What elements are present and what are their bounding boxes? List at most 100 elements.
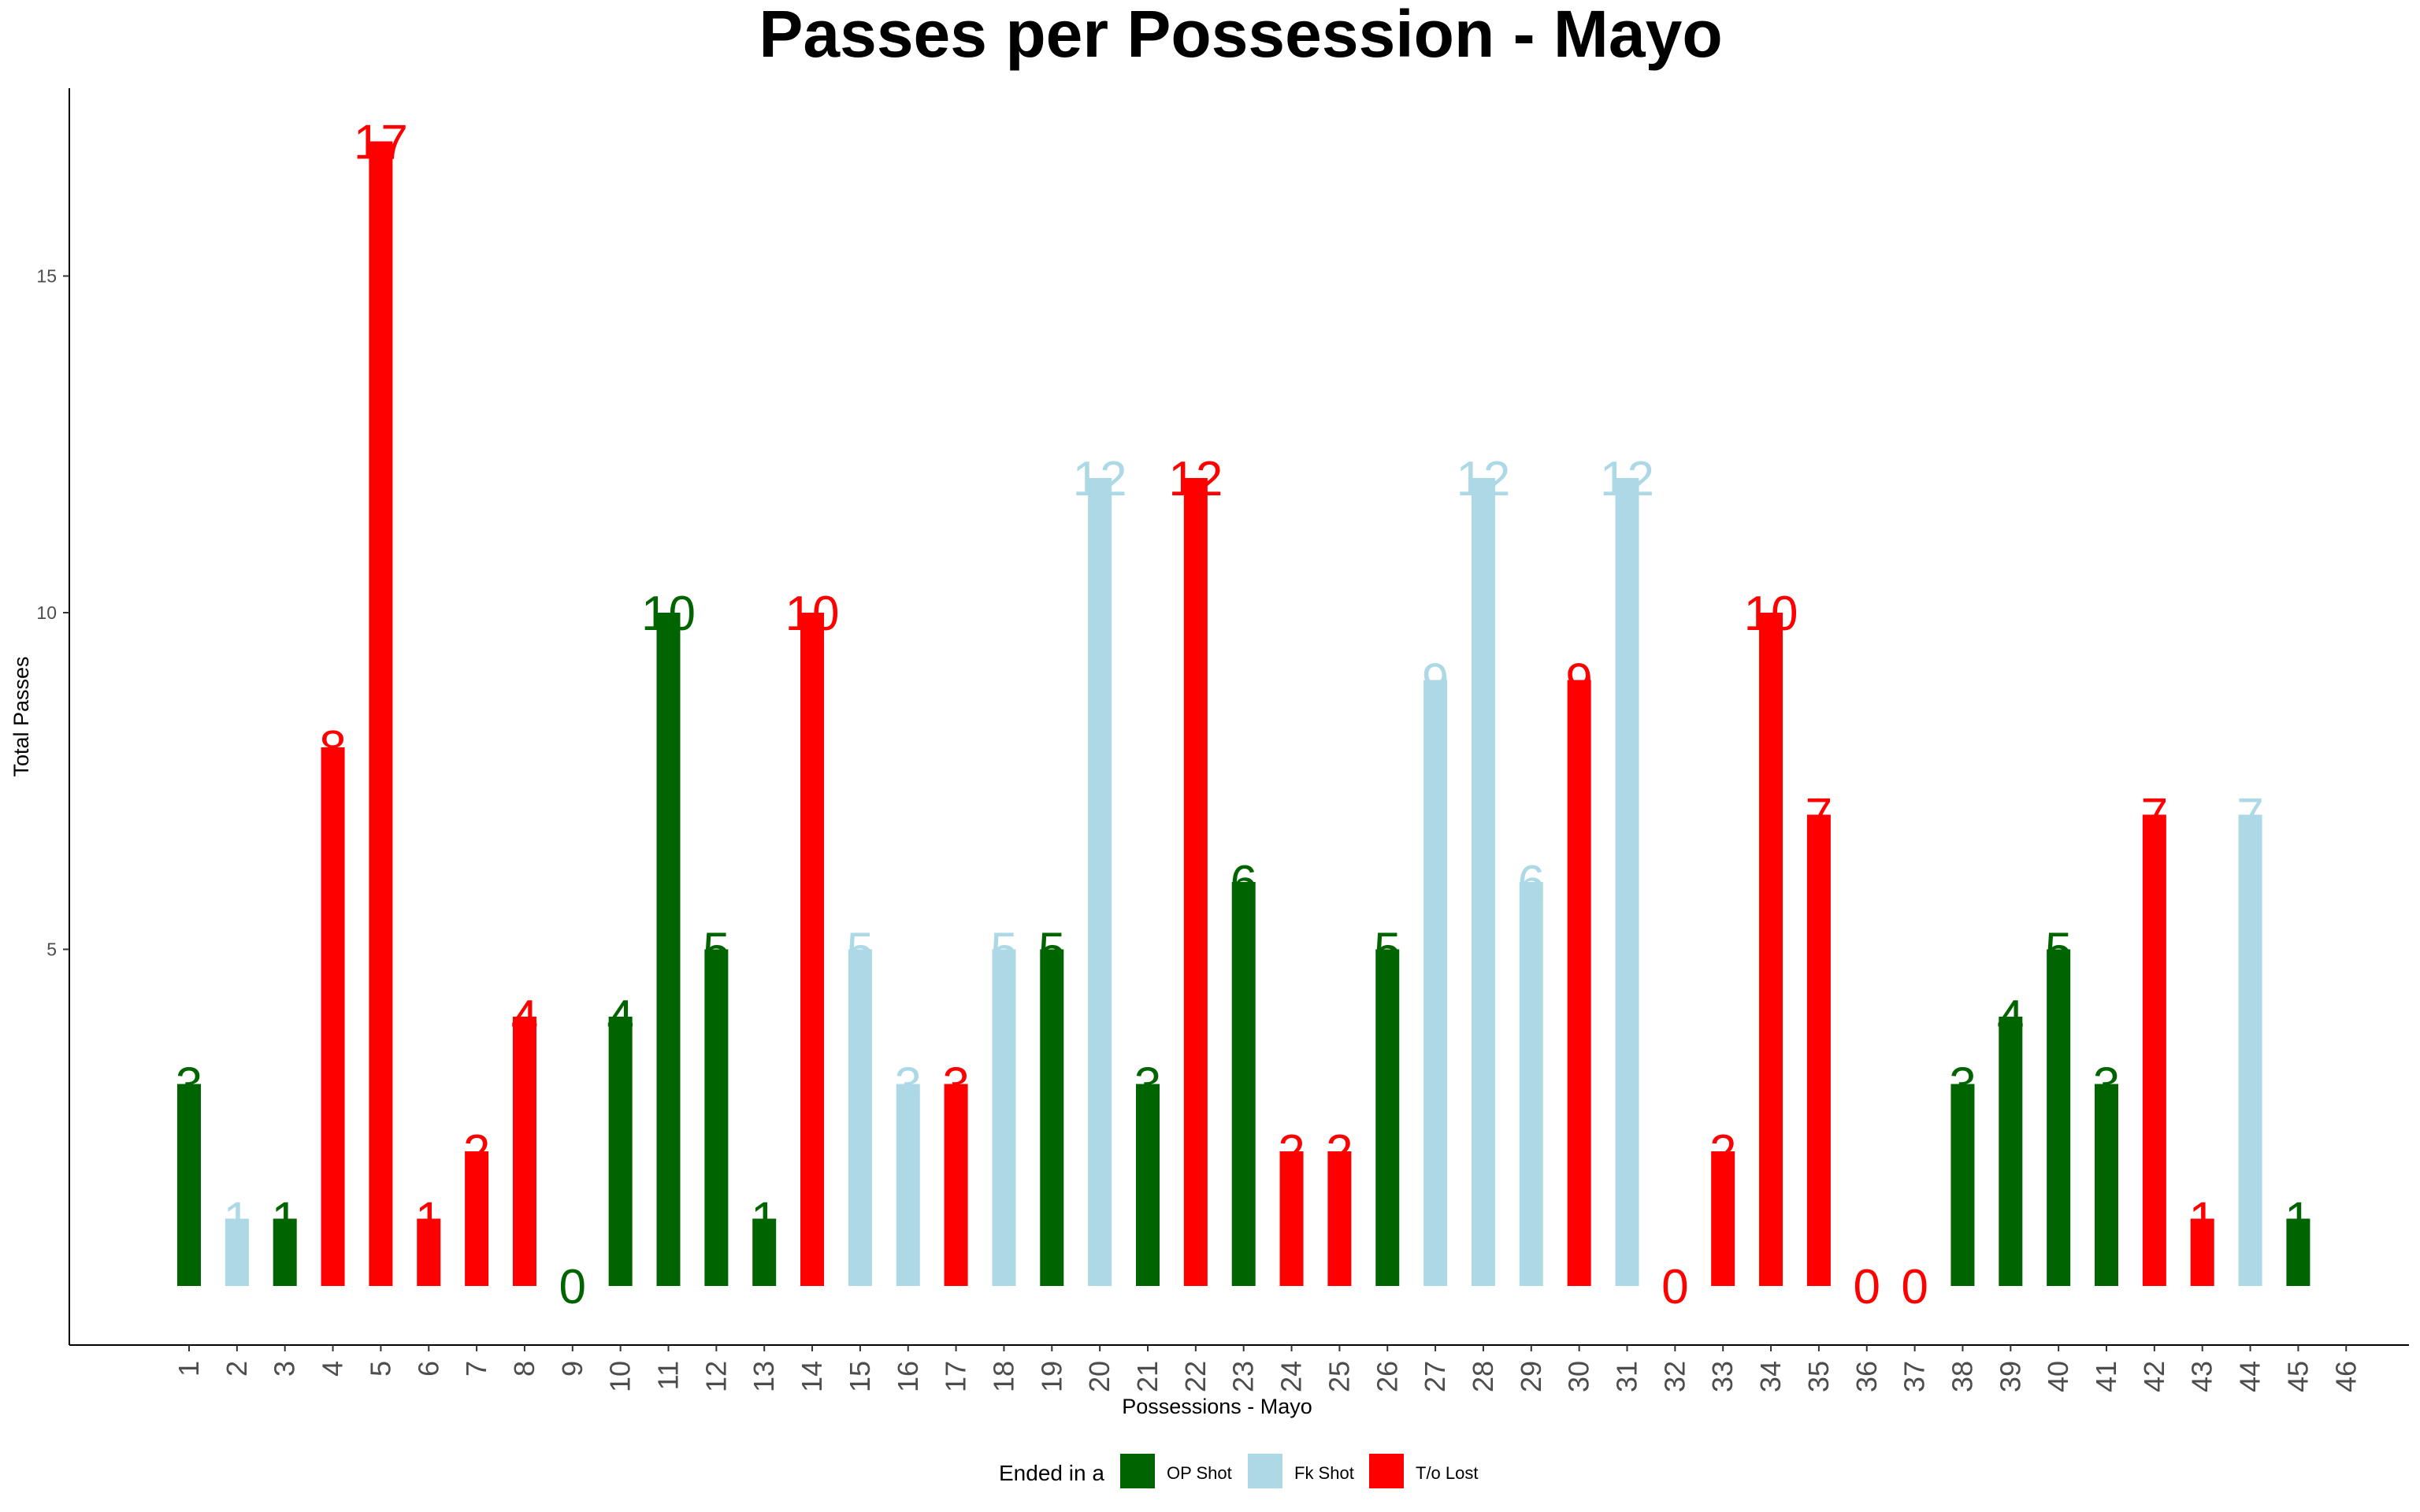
bar [512, 1017, 536, 1286]
x-tick-label: 41 [2090, 1361, 2122, 1392]
x-tick-label: 9 [556, 1361, 588, 1377]
data-label: 5 [703, 924, 729, 978]
data-label: 1 [2285, 1193, 2311, 1247]
x-tick-label: 5 [364, 1361, 396, 1377]
bar [1519, 882, 1543, 1286]
x-tick-label: 14 [796, 1361, 828, 1392]
chart-title: Passes per Possession - Mayo [759, 0, 1722, 71]
data-label: 7 [1806, 789, 1832, 843]
bar [369, 141, 393, 1286]
data-label: 2 [1278, 1125, 1305, 1180]
x-tick-label: 16 [892, 1361, 924, 1392]
x-tick-label: 1 [173, 1361, 205, 1377]
x-tick-label: 4 [317, 1361, 349, 1377]
data-label: 3 [1949, 1058, 1976, 1113]
y-tick-label: 10 [36, 602, 57, 623]
x-tick-label: 17 [940, 1361, 972, 1392]
bar [177, 1084, 201, 1286]
x-tick-label: 43 [2186, 1361, 2218, 1392]
x-tick-label: 30 [1563, 1361, 1595, 1392]
y-axis-title: Total Passes [9, 656, 33, 776]
x-tick-label: 40 [2042, 1361, 2074, 1392]
bar [273, 1218, 297, 1286]
x-tick-label: 37 [1899, 1361, 1931, 1392]
data-label: 3 [1134, 1058, 1161, 1113]
bar [1088, 478, 1112, 1286]
x-tick-label: 39 [1994, 1361, 2026, 1392]
data-label: 4 [607, 991, 633, 1045]
bar [2238, 814, 2262, 1286]
bar [992, 949, 1016, 1286]
x-tick-label: 29 [1515, 1361, 1547, 1392]
x-tick-label: 24 [1275, 1361, 1308, 1392]
x-ticks: 1 2 3 4 5 6 7 8 9 10 11 12 13 14 15 16 17 18 19 20 21 22 23 24 2… [173, 1345, 2362, 1392]
data-label: 7 [2236, 789, 2263, 843]
x-tick-label: 42 [2138, 1361, 2170, 1392]
x-tick-label: 8 [508, 1361, 540, 1377]
x-tick-label: 22 [1179, 1361, 1212, 1392]
x-tick-label: 6 [412, 1361, 444, 1377]
data-label: 12 [1600, 452, 1654, 506]
x-tick-label: 34 [1754, 1361, 1787, 1392]
x-axis-title: Possessions - Mayo [1122, 1395, 1312, 1418]
bar [2286, 1218, 2311, 1286]
x-tick-label: 2 [221, 1361, 253, 1377]
data-label: 3 [2093, 1058, 2120, 1113]
bar [1615, 478, 1639, 1286]
bar [1183, 478, 1208, 1286]
bar [2190, 1218, 2214, 1286]
x-tick-label: 15 [844, 1361, 876, 1392]
data-label: 17 [354, 116, 408, 170]
x-tick-label: 44 [2234, 1361, 2266, 1392]
bar [225, 1218, 249, 1286]
data-label: 5 [990, 924, 1017, 978]
bar [1327, 1151, 1352, 1286]
bar [1375, 949, 1400, 1286]
bar [417, 1218, 441, 1286]
x-tick-label: 36 [1850, 1361, 1883, 1392]
bar [2142, 814, 2166, 1286]
bar [752, 1218, 777, 1286]
bar [1567, 680, 1591, 1286]
data-label: 12 [1168, 452, 1223, 506]
data-label: 5 [847, 924, 874, 978]
x-tick-label: 10 [604, 1361, 637, 1392]
bar [465, 1151, 489, 1286]
x-tick-label: 27 [1419, 1361, 1451, 1392]
x-tick-label: 45 [2281, 1361, 2314, 1392]
bar [656, 613, 681, 1286]
data-label: 5 [1038, 924, 1065, 978]
bar [1040, 949, 1064, 1286]
bar [944, 1084, 968, 1286]
data-label: 3 [895, 1058, 922, 1113]
bar [2047, 949, 2071, 1286]
x-tick-label: 7 [460, 1361, 492, 1377]
data-label: 1 [751, 1193, 778, 1247]
data-label: 2 [1326, 1125, 1353, 1180]
x-tick-label: 13 [748, 1361, 780, 1392]
bar [800, 613, 825, 1286]
x-tick-label: 25 [1323, 1361, 1355, 1392]
data-label: 2 [1709, 1125, 1736, 1180]
legend: Ended in a OP Shot Fk Shot T/o Lost [999, 1454, 1478, 1488]
data-label: 5 [2045, 924, 2072, 978]
data-label: 1 [2188, 1193, 2215, 1247]
data-label: 9 [1422, 654, 1449, 709]
y-tick-label: 15 [36, 266, 57, 287]
bar [1136, 1084, 1160, 1286]
x-tick-label: 23 [1227, 1361, 1260, 1392]
x-tick-label: 38 [1946, 1361, 1978, 1392]
data-label: 1 [415, 1193, 442, 1247]
x-tick-label: 46 [2329, 1361, 2362, 1392]
bar [2095, 1084, 2118, 1286]
legend-label-op-shot: OP Shot [1167, 1463, 1232, 1483]
bar [1950, 1084, 1975, 1286]
x-tick-label: 33 [1706, 1361, 1739, 1392]
data-label: 8 [319, 721, 346, 776]
data-label: 1 [271, 1193, 298, 1247]
bar [1806, 814, 1831, 1286]
legend-label-fk-shot: Fk Shot [1294, 1463, 1354, 1483]
data-label: 3 [942, 1058, 969, 1113]
data-label: 0 [1661, 1260, 1688, 1314]
